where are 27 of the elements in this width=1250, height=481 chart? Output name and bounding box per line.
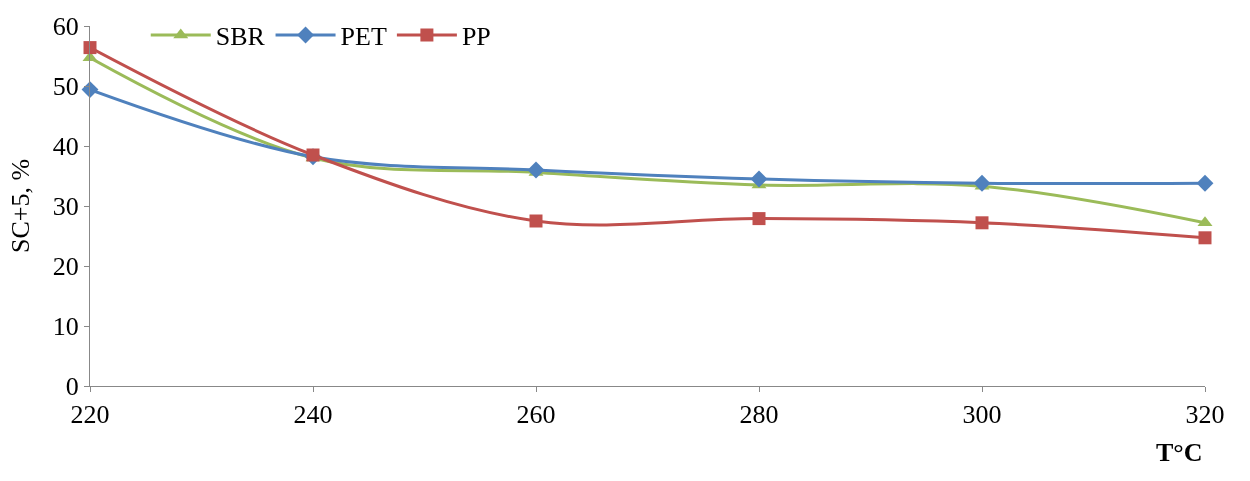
legend-label: SBR [215, 22, 266, 52]
y-tick-label: 10 [52, 312, 79, 342]
point [752, 212, 766, 226]
y-tick-label: 0 [65, 372, 79, 402]
x-tick-label: 220 [70, 400, 110, 430]
point [975, 216, 989, 230]
x-axis-title: T°C [1156, 438, 1203, 467]
point [83, 41, 97, 55]
point [750, 170, 768, 188]
x-tick-label: 260 [516, 400, 556, 430]
point [527, 161, 545, 179]
x-tick-label: 280 [739, 400, 779, 430]
y-tick-label: 60 [52, 12, 79, 42]
point [973, 174, 991, 192]
y-axis-title: SC+5, % [6, 158, 36, 254]
y-tick-label: 20 [52, 252, 79, 282]
legend-label: PET [340, 22, 387, 52]
point [1198, 231, 1212, 245]
point [1196, 174, 1214, 192]
x-tick-label: 300 [962, 400, 1002, 430]
x-tick-label: 240 [293, 400, 333, 430]
legend-label: PP [461, 22, 491, 52]
y-tick-label: 30 [52, 192, 79, 222]
point [529, 214, 543, 228]
x-tick-label: 320 [1185, 400, 1225, 430]
y-tick-label: 40 [52, 132, 79, 162]
y-tick-label: 50 [52, 72, 79, 102]
